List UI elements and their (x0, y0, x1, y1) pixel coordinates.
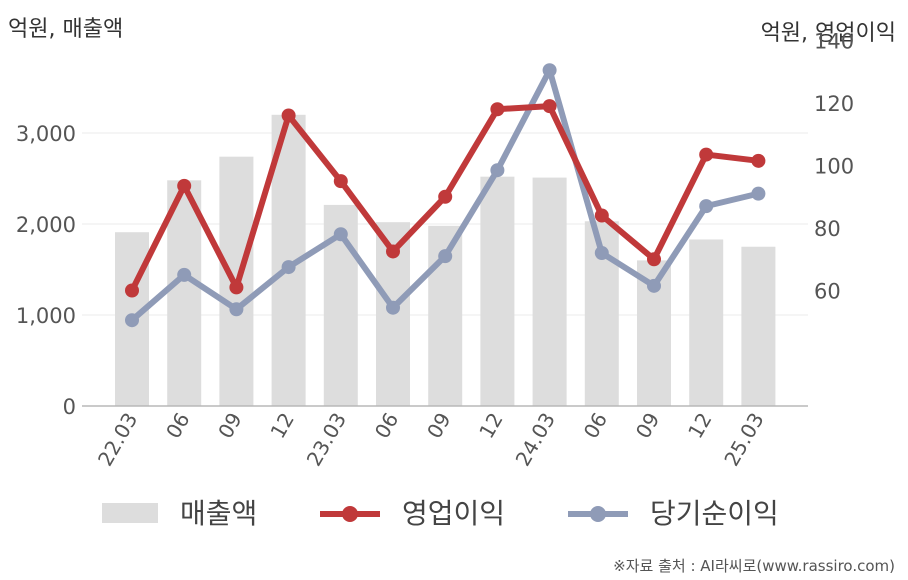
legend-marker-net (590, 506, 606, 522)
point-net (229, 302, 244, 317)
x-tick-label: 12 (474, 409, 508, 443)
left-tick-label: 0 (63, 395, 76, 419)
bar-revenue (480, 176, 515, 406)
point-operating (177, 178, 192, 193)
point-net (699, 199, 714, 214)
x-tick-label: 25.03 (719, 409, 768, 471)
point-operating (542, 99, 557, 114)
line-series (125, 63, 766, 328)
bar-revenue (167, 180, 202, 406)
point-operating (125, 283, 139, 298)
left-tick-label: 2,000 (16, 213, 76, 237)
left-axis-ticks: 0 1,000 2,000 3,000 (16, 122, 76, 419)
legend-swatch-revenue (102, 503, 158, 523)
right-tick-label: 100 (814, 155, 854, 179)
right-tick-label: 80 (814, 217, 841, 241)
x-tick-label: 09 (422, 409, 456, 443)
point-operating (229, 280, 244, 295)
point-operating (333, 174, 348, 189)
point-operating (490, 102, 505, 117)
right-axis-unit: 억원, 영업이익 (761, 21, 896, 46)
left-axis-unit: 억원, 매출액 (8, 17, 123, 42)
x-axis-ticks: 22.03 06 09 12 23.03 06 09 12 24.03 06 09 12 25.03 (93, 409, 769, 471)
point-net (542, 63, 557, 78)
bar-revenue (532, 177, 567, 406)
right-tick-label: 140 (814, 30, 854, 54)
x-tick-label: 09 (213, 409, 247, 443)
bar-revenue (741, 246, 776, 406)
point-operating (438, 189, 453, 204)
point-operating (594, 208, 609, 223)
point-operating (281, 108, 296, 123)
point-net (281, 260, 296, 275)
x-tick-label: 12 (683, 409, 717, 443)
x-tick-label: 12 (265, 409, 299, 443)
legend-label-revenue: 매출액 (180, 497, 257, 530)
legend-label-operating: 영업이익 (402, 497, 505, 530)
x-tick-label: 23.03 (302, 409, 351, 471)
left-tick-label: 3,000 (16, 122, 76, 146)
point-operating (647, 252, 661, 267)
source-note: ※자료 출처 : AI라씨로(www.rassiro.com) (613, 557, 895, 575)
right-tick-label: 60 (814, 280, 841, 304)
legend-marker-operating (342, 506, 358, 522)
x-tick-label: 09 (631, 409, 665, 443)
point-net (125, 313, 139, 328)
legend: 매출액 영업이익 당기순이익 (102, 497, 779, 530)
right-axis-ticks: 60 80 100 120 140 (814, 30, 854, 304)
point-net (177, 267, 192, 282)
point-operating (751, 153, 766, 168)
point-net (647, 278, 661, 293)
point-net (386, 300, 400, 315)
point-net (490, 163, 505, 178)
x-tick-label: 06 (370, 409, 404, 443)
point-net (333, 227, 348, 242)
right-tick-label: 120 (814, 92, 854, 116)
point-net (438, 249, 453, 264)
x-tick-label: 06 (579, 409, 613, 443)
x-tick-label: 24.03 (511, 409, 560, 471)
x-tick-label: 06 (161, 409, 195, 443)
x-tick-label: 22.03 (93, 409, 142, 471)
bar-revenue (689, 239, 724, 406)
point-operating (386, 244, 400, 259)
legend-label-net: 당기순이익 (650, 497, 779, 530)
point-net (751, 186, 766, 201)
point-net (594, 246, 609, 260)
point-operating (699, 147, 714, 162)
left-tick-label: 1,000 (16, 304, 76, 328)
